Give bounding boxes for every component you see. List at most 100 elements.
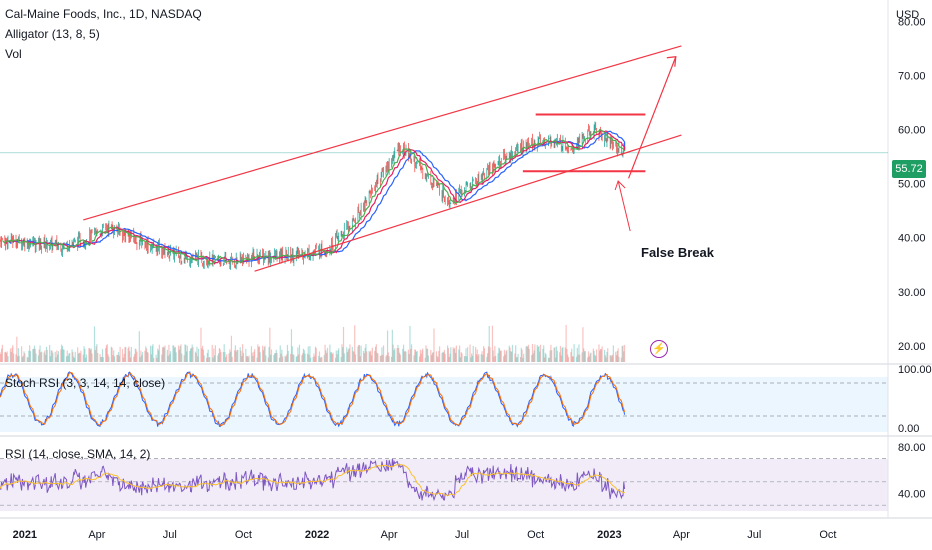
volume-bar <box>201 348 203 362</box>
alligator-lines <box>0 129 888 265</box>
volume-bar <box>422 348 424 362</box>
axes: 80.00 70.00 60.00 50.00 40.00 30.00 20.00 USD 20… <box>13 9 926 541</box>
volume-bar <box>346 352 349 362</box>
volume-bars <box>0 324 626 362</box>
volume-bar <box>290 353 292 362</box>
volume-bar <box>140 350 142 362</box>
volume-bar <box>108 356 110 362</box>
volume-bar <box>309 346 311 362</box>
volume-bar <box>77 347 79 362</box>
volume-bar <box>341 344 343 362</box>
volume-bar <box>330 352 333 362</box>
volume-bar <box>424 357 426 362</box>
x-tick-label: 2022 <box>305 529 329 541</box>
volume-bar <box>332 352 334 362</box>
volume-bar <box>348 348 350 362</box>
volume-bar <box>467 347 469 362</box>
volume-bar <box>359 356 361 362</box>
volume-bar <box>56 350 58 362</box>
volume-bar <box>189 348 192 362</box>
volume-bar <box>162 346 164 362</box>
projection-arrowhead <box>666 56 677 67</box>
volume-bar <box>22 355 24 362</box>
volume-bar <box>5 353 8 362</box>
volume-bar <box>225 357 227 362</box>
volume-bar <box>410 348 412 362</box>
price-candles <box>0 121 625 270</box>
volume-bar <box>438 346 441 362</box>
volume-bar <box>105 345 108 362</box>
volume-bar <box>321 357 323 362</box>
volume-bar <box>443 349 446 362</box>
volume-bar <box>196 346 198 362</box>
volume-bar <box>32 349 34 362</box>
volume-bar <box>565 324 567 362</box>
volume-bar <box>55 357 57 362</box>
volume-bar <box>489 347 491 362</box>
volume-bar <box>482 354 484 362</box>
volume-bar <box>197 348 200 362</box>
volume-bar <box>340 357 342 362</box>
volume-bar <box>426 348 429 362</box>
volume-bar <box>250 346 253 362</box>
x-tick-label: Oct <box>819 529 836 541</box>
stoch-tick-label: 0.00 <box>898 423 919 435</box>
volume-bar <box>600 349 602 362</box>
x-tick-label: Jul <box>163 529 177 541</box>
volume-bar <box>466 356 468 362</box>
y-tick-label: 50.00 <box>898 179 926 191</box>
volume-bar <box>240 350 242 362</box>
volume-bar <box>408 353 410 362</box>
alligator-jaw <box>7 130 626 263</box>
volume-bar <box>418 356 421 362</box>
volume-bar <box>486 356 488 362</box>
volume-bar <box>149 345 152 362</box>
volume-bar <box>555 346 558 362</box>
volume-bar <box>296 355 298 362</box>
x-tick-label: 2021 <box>13 529 37 541</box>
volume-bar <box>313 353 315 362</box>
volume-bar <box>141 352 144 362</box>
volume-bar <box>203 355 205 362</box>
volume-bar <box>545 354 547 362</box>
volume-bar <box>531 344 534 362</box>
volume-bar <box>258 346 261 362</box>
volume-bar <box>139 357 141 362</box>
volume-bar <box>531 355 533 362</box>
volume-bar <box>463 356 466 362</box>
volume-bar <box>11 347 13 362</box>
volume-bar <box>29 351 32 362</box>
volume-bar <box>576 347 578 362</box>
volume-bar <box>430 349 432 362</box>
volume-bar <box>539 351 541 362</box>
volume-bar <box>157 348 159 362</box>
volume-bar <box>113 356 116 362</box>
x-tick-label: Oct <box>527 529 544 541</box>
volume-bar <box>60 349 62 362</box>
volume-bar <box>386 330 389 362</box>
volume-bar <box>101 349 104 362</box>
volume-bar <box>285 356 287 362</box>
volume-bar <box>267 357 269 362</box>
false-break-pointer-head <box>614 180 626 191</box>
volume-bar <box>582 327 584 362</box>
volume-bar <box>616 350 618 362</box>
volume-bar <box>570 352 572 362</box>
volume-bar <box>310 357 312 362</box>
volume-bar <box>209 357 211 362</box>
volume-bar <box>421 350 423 362</box>
volume-bar <box>73 356 75 362</box>
volume-bar <box>599 350 601 362</box>
volume-bar <box>452 347 454 362</box>
volume-bar <box>515 357 518 362</box>
rsi-line <box>0 458 626 502</box>
volume-bar <box>365 344 367 362</box>
volume-bar <box>278 357 281 362</box>
volume-bar <box>298 354 300 362</box>
volume-bar <box>258 346 260 362</box>
volume-bar <box>69 352 71 362</box>
volume-bar <box>78 352 80 362</box>
lightning-icon[interactable]: ⚡ <box>650 340 668 358</box>
volume-bar <box>228 353 230 362</box>
